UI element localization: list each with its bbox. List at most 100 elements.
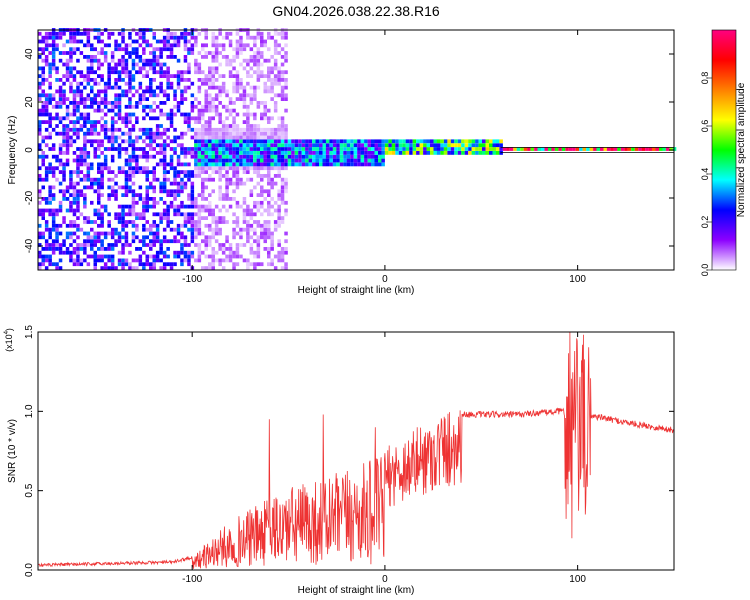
- spectrogram-cell: [273, 162, 278, 167]
- spectrogram-cell: [107, 81, 111, 86]
- spectrogram-cell: [48, 162, 52, 167]
- spectrogram-cell: [114, 239, 118, 244]
- spectrogram-cell: [391, 147, 396, 151]
- spectrogram-cell: [86, 162, 91, 167]
- spectrogram-cell: [38, 200, 42, 205]
- spectrogram-cell: [65, 62, 70, 67]
- spectrogram-cell: [86, 139, 91, 144]
- spectrogram-cell: [62, 51, 66, 55]
- spectrogram-cell: [541, 147, 545, 151]
- spectrogram-cell: [131, 143, 136, 148]
- spectrogram-cell: [124, 120, 129, 124]
- spectrogram-cell: [128, 112, 132, 117]
- spectrogram-cell: [280, 78, 285, 82]
- spectrogram-cell: [48, 112, 52, 117]
- colorbar-label: Normalized spectral amplitude: [736, 82, 747, 217]
- spectrogram-cell: [214, 162, 219, 167]
- spectrogram-cell: [107, 170, 111, 174]
- spectrogram-cell: [280, 131, 285, 136]
- spectrogram-cell: [38, 97, 42, 101]
- spectrogram-cell: [166, 189, 170, 194]
- spectrogram-cell: [214, 170, 219, 174]
- spectrogram-cell: [97, 189, 101, 194]
- spectrogram-cell: [312, 162, 316, 167]
- spectrogram-cell: [208, 135, 212, 140]
- spectrogram-cell: [232, 131, 236, 136]
- spectrogram-cell: [76, 200, 80, 205]
- figure-title: GN04.2026.038.22.38.R16: [272, 3, 440, 19]
- spectrogram-cell: [176, 254, 181, 259]
- spectrogram-cell: [284, 231, 288, 236]
- spectrogram-cell: [176, 108, 181, 113]
- spectrogram-cell: [194, 143, 198, 148]
- spectrogram-cell: [162, 250, 167, 255]
- spectrogram-cell: [242, 43, 247, 48]
- spectrogram-cell: [391, 143, 396, 148]
- spectrogram-cell: [201, 189, 205, 194]
- spectrogram-cell: [256, 220, 261, 224]
- spectrogram-cell: [280, 127, 285, 132]
- spectrogram-cell: [211, 266, 215, 270]
- spectrogram-cell: [121, 62, 125, 67]
- spectrogram-cell: [211, 101, 215, 105]
- spectrogram-cell: [273, 166, 278, 171]
- spectrogram-cell: [55, 266, 59, 270]
- spectrogram-cell: [100, 74, 104, 78]
- spectrogram-cell: [374, 158, 378, 163]
- spectrogram-cell: [499, 147, 503, 151]
- spectrogram-cell: [454, 139, 458, 144]
- spectrogram-cell: [117, 239, 122, 244]
- spectrogram-cell: [287, 147, 292, 151]
- spectrogram-cell: [201, 154, 205, 159]
- spectrogram-cell: [155, 104, 160, 109]
- spectrogram-cell: [169, 227, 174, 232]
- spectrogram-cell: [44, 47, 49, 52]
- spectrogram-cell: [267, 78, 271, 82]
- spectrogram-cell: [221, 204, 226, 209]
- spectrogram-cell: [208, 51, 212, 55]
- spectrogram-cell: [72, 231, 77, 236]
- spectrogram-cell: [197, 247, 202, 251]
- spectrogram-cell: [93, 108, 97, 113]
- spectrogram-cell: [135, 39, 139, 44]
- spectrogram-cell: [350, 147, 354, 151]
- spectrogram-cell: [155, 254, 160, 259]
- spectrogram-cell: [253, 112, 257, 117]
- spectrogram-cell: [631, 147, 635, 151]
- spectrogram-cell: [256, 47, 261, 52]
- spectrogram-cell: [48, 62, 52, 67]
- spectrogram-cell: [246, 104, 250, 109]
- spectrogram-cell: [48, 74, 52, 78]
- spectrogram-cell: [83, 204, 87, 209]
- spectrogram-cell: [197, 216, 202, 220]
- spectrogram-cell: [249, 162, 254, 167]
- spectrogram-cell: [284, 55, 288, 59]
- spectrogram-cell: [263, 116, 267, 121]
- spectrogram-cell: [128, 135, 132, 140]
- spectrogram-cell: [253, 89, 257, 94]
- spectrogram-cell: [201, 143, 205, 148]
- spectrogram-cell: [211, 208, 215, 213]
- spectrogram-cell: [315, 158, 319, 163]
- spectrogram-cell: [645, 147, 649, 151]
- spectrogram-cell: [44, 243, 49, 247]
- spectrogram-cell: [97, 239, 101, 244]
- spectrogram-cell: [190, 227, 195, 232]
- spectrogram-cell: [253, 55, 257, 59]
- spectrogram-cell: [194, 197, 198, 201]
- spectrogram-cell: [267, 147, 271, 151]
- spectrogram-cell: [416, 151, 420, 155]
- spectrogram-cell: [51, 55, 56, 59]
- spectrogram-cell: [65, 139, 70, 144]
- spectrogram-cell: [228, 43, 233, 48]
- spectrogram-cell: [242, 147, 247, 151]
- spectrogram-cell: [249, 216, 254, 220]
- spectrogram-cell: [239, 127, 243, 132]
- spectrogram-cell: [319, 158, 323, 163]
- spectrogram-cell: [124, 43, 129, 48]
- spectrogram-cell: [225, 177, 229, 182]
- spectrogram-cell: [267, 162, 271, 167]
- spectrogram-cell: [322, 158, 326, 163]
- spectrogram-cell: [204, 81, 208, 86]
- spectrogram-cell: [117, 143, 122, 148]
